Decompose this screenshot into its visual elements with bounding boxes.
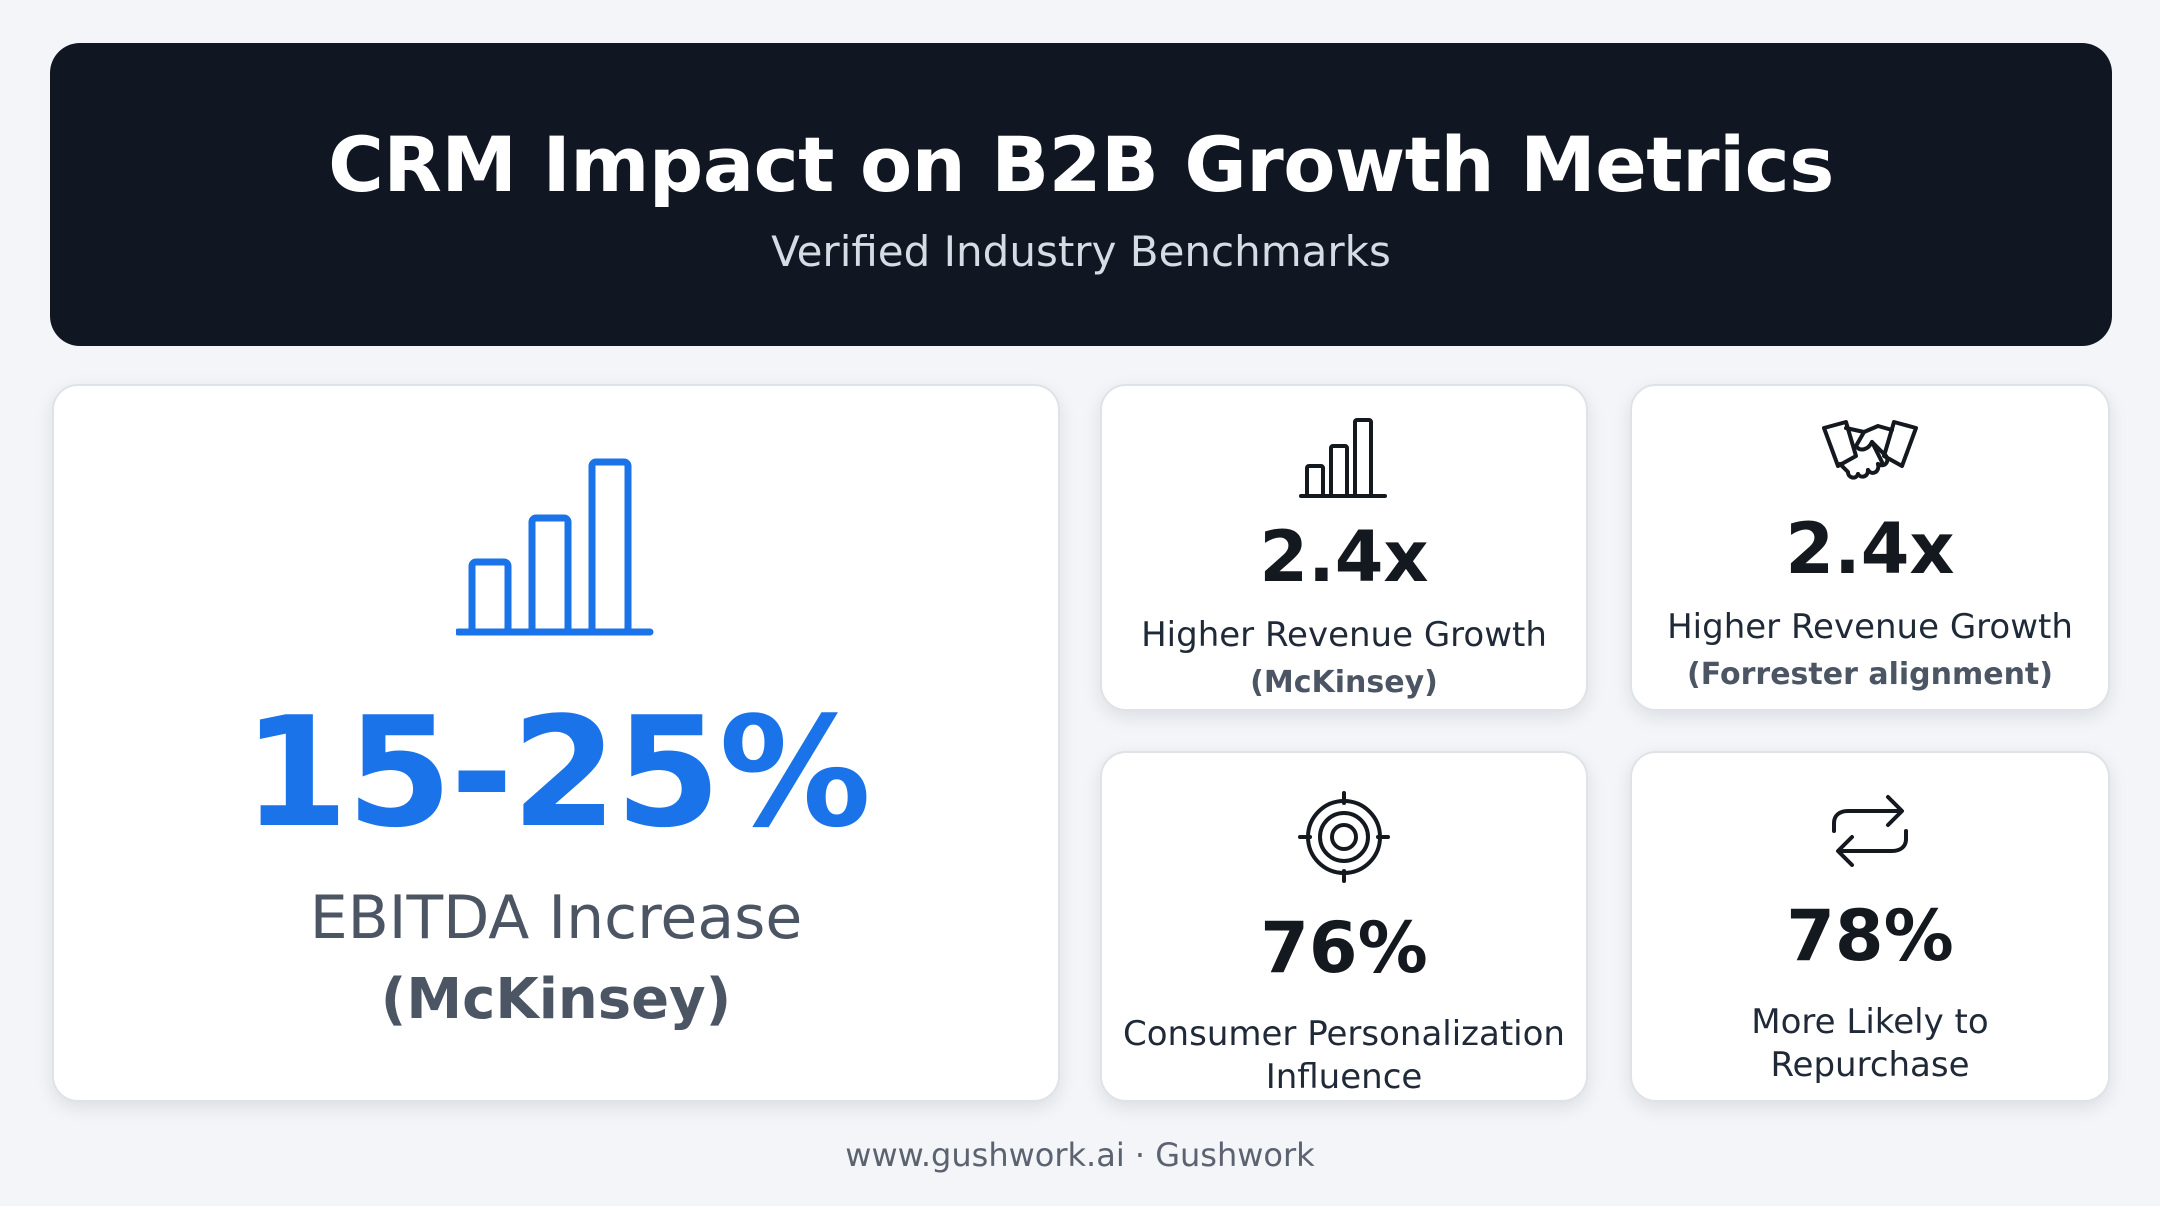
stat-card-repurchase: 78% More Likely to Repurchase <box>1630 751 2110 1102</box>
header-banner: CRM Impact on B2B Growth Metrics Verifie… <box>50 43 2112 346</box>
stat-value: 2.4x <box>1785 508 1955 590</box>
stat-card-revenue-mckinsey: 2.4x Higher Revenue Growth (McKinsey) <box>1100 384 1588 711</box>
stat-source: (McKinsey) <box>380 967 732 1032</box>
page-subtitle: Verified Industry Benchmarks <box>771 226 1391 276</box>
stat-card-ebitda: 15-25% EBITDA Increase (McKinsey) <box>52 384 1060 1102</box>
stat-label-line: Influence <box>1265 1056 1423 1097</box>
stat-value: 76% <box>1260 907 1428 989</box>
target-icon <box>1298 791 1390 887</box>
stat-label: Consumer Personalization Influence <box>1123 1013 1565 1098</box>
stat-label-line: Repurchase <box>1770 1044 1970 1085</box>
stat-value: 78% <box>1786 895 1954 977</box>
bar-chart-icon <box>1299 416 1389 504</box>
page-title: CRM Impact on B2B Growth Metrics <box>328 119 1834 209</box>
stat-value: 2.4x <box>1259 516 1429 598</box>
footer-credit: www.gushwork.ai · Gushwork <box>845 1136 1315 1174</box>
stat-source: (McKinsey) <box>1250 664 1438 700</box>
stat-label-line: Consumer Personalization <box>1123 1014 1565 1054</box>
stat-source: (Forrester alignment) <box>1687 656 2053 692</box>
stat-value: 15-25% <box>242 684 871 861</box>
stat-label: Higher Revenue Growth <box>1667 607 2073 647</box>
stat-label: More Likely to Repurchase <box>1751 1001 1988 1086</box>
stat-label: Higher Revenue Growth <box>1141 615 1547 655</box>
bar-chart-icon <box>454 458 656 642</box>
stat-label-line: More Likely to <box>1751 1002 1989 1042</box>
stat-card-revenue-forrester: 2.4x Higher Revenue Growth (Forrester al… <box>1630 384 2110 711</box>
repeat-icon <box>1828 791 1912 875</box>
stat-label: EBITDA Increase <box>309 883 803 953</box>
handshake-icon <box>1820 416 1920 496</box>
stat-card-personalization: 76% Consumer Personalization Influence <box>1100 751 1588 1102</box>
